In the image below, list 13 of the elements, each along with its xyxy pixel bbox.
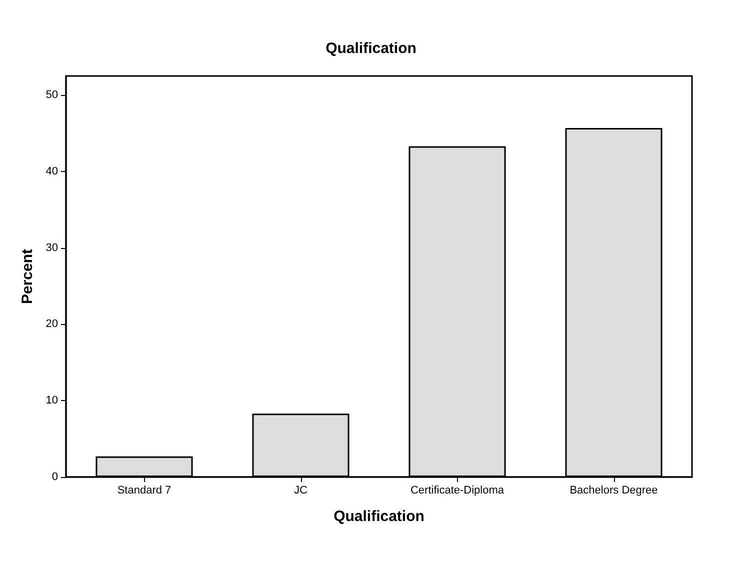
x-axis-title: Qualification bbox=[334, 508, 424, 525]
chart-title: Qualification bbox=[326, 40, 416, 57]
y-tick-label: 20 bbox=[46, 318, 58, 330]
x-tick-label: JC bbox=[294, 484, 308, 496]
y-tick-label: 40 bbox=[46, 165, 58, 178]
x-tick-label: Standard 7 bbox=[117, 484, 172, 496]
y-axis-title: Percent bbox=[18, 248, 36, 304]
y-tick-label: 10 bbox=[46, 394, 58, 407]
y-tick-label: 30 bbox=[46, 242, 58, 254]
y-tick-label: 50 bbox=[46, 89, 58, 102]
x-tick-label: Certificate-Diploma bbox=[410, 484, 505, 496]
y-tick-label: 0 bbox=[52, 471, 58, 483]
x-tick-label: Bachelors Degree bbox=[570, 484, 658, 496]
